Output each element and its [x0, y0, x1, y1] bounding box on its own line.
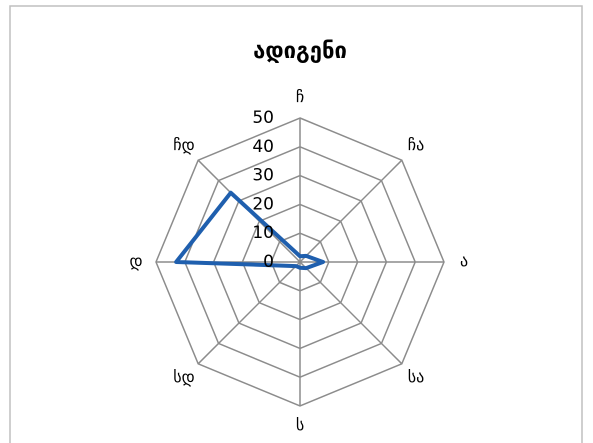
category-label: დ — [129, 252, 142, 271]
chart-frame — [9, 5, 583, 443]
category-label: სა — [408, 367, 424, 386]
y-tick-label: 0 — [263, 252, 274, 272]
category-label: ს — [296, 416, 304, 435]
category-label: ა — [460, 252, 468, 271]
category-label: ჩა — [408, 136, 424, 155]
category-label: ჩდ — [173, 136, 194, 155]
series-line — [174, 190, 326, 271]
y-tick-label: 40 — [252, 137, 274, 157]
category-label: სდ — [173, 367, 194, 386]
y-tick-label: 30 — [252, 166, 274, 186]
spoke — [197, 261, 301, 365]
category-label: ჩ — [296, 88, 304, 107]
y-tick-label: 10 — [252, 223, 274, 243]
y-tick-label: 50 — [252, 108, 274, 128]
y-tick-label: 20 — [252, 194, 274, 214]
spoke — [299, 159, 403, 263]
chart-title: ადიგენი — [253, 39, 347, 64]
spoke — [299, 261, 403, 365]
